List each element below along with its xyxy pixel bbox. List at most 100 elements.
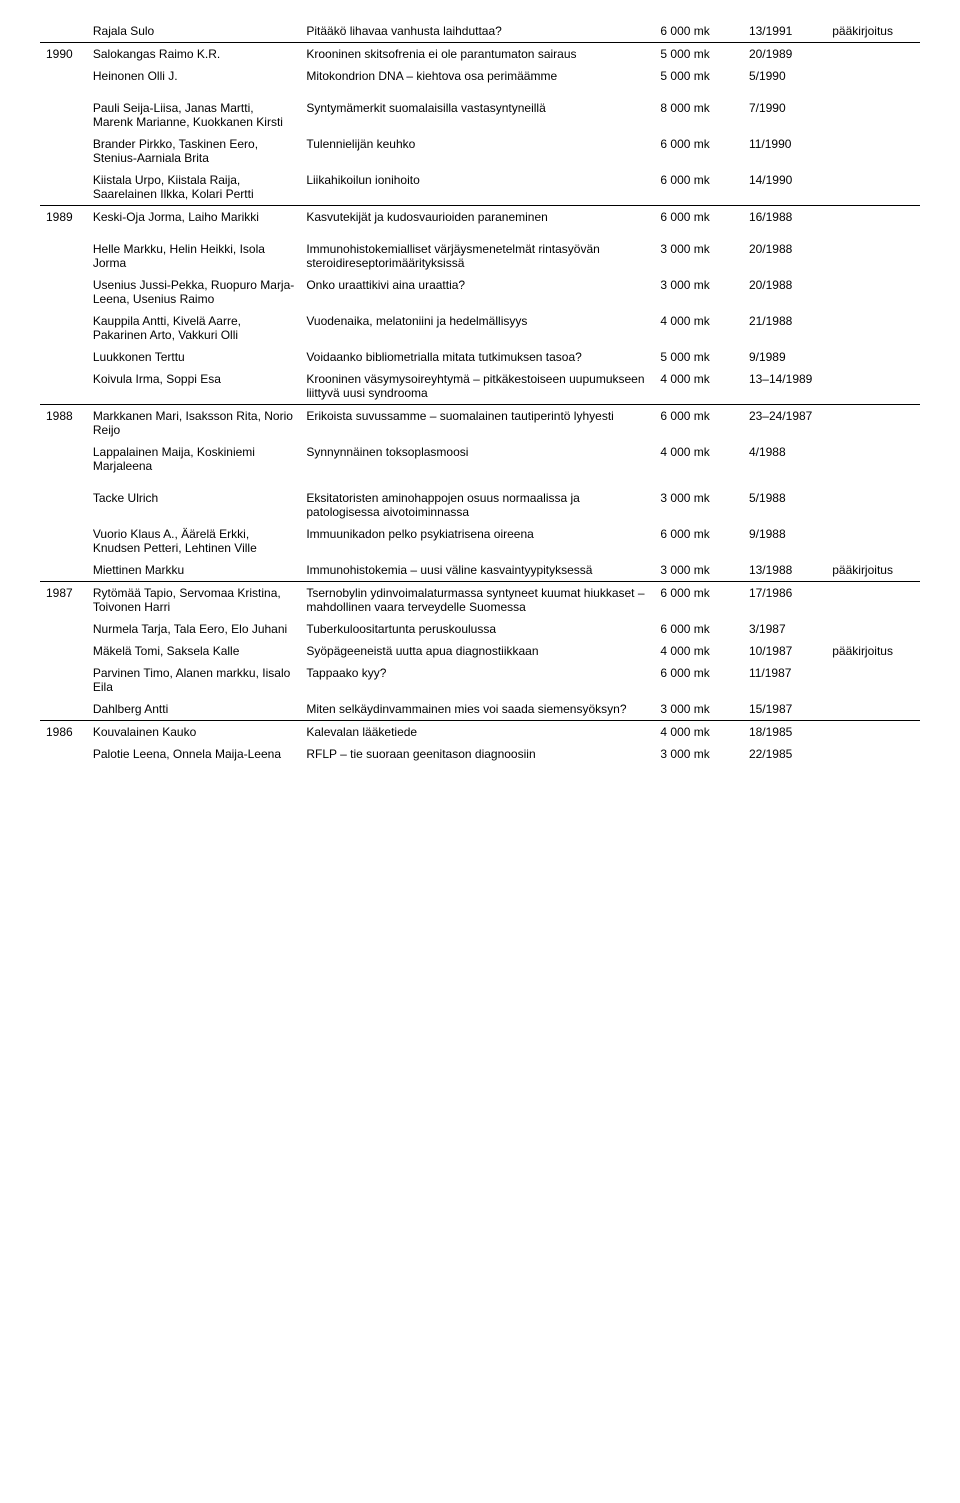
amount-cell: 4 000 mk [654,441,743,477]
year-cell [40,133,87,169]
year-cell [40,20,87,43]
amount-cell: 3 000 mk [654,698,743,721]
author-cell: Kiistala Urpo, Kiistala Raija, Saarelain… [87,169,300,206]
issue-cell: 13/1991 [743,20,826,43]
note-cell [826,43,920,65]
amount-cell: 6 000 mk [654,405,743,441]
issue-cell: 7/1990 [743,97,826,133]
title-cell: Krooninen väsymysoireyhtymä – pitkäkesto… [300,368,654,405]
note-cell [826,698,920,721]
note-cell: pääkirjoitus [826,559,920,582]
table-row: Miettinen MarkkuImmunohistokemia – uusi … [40,559,920,582]
title-cell: Immunohistokemia – uusi väline kasvainty… [300,559,654,582]
note-cell [826,441,920,477]
amount-cell: 6 000 mk [654,618,743,640]
author-cell: Rajala Sulo [87,20,300,43]
year-cell [40,698,87,721]
year-cell [40,523,87,559]
author-cell: Helle Markku, Helin Heikki, Isola Jorma [87,238,300,274]
spacer [40,87,920,97]
author-cell: Lappalainen Maija, Koskiniemi Marjaleena [87,441,300,477]
issue-cell: 11/1990 [743,133,826,169]
year-cell [40,662,87,698]
note-cell [826,274,920,310]
amount-cell: 4 000 mk [654,721,743,743]
amount-cell: 4 000 mk [654,640,743,662]
title-cell: Pitääkö lihavaa vanhusta laihduttaa? [300,20,654,43]
note-cell [826,310,920,346]
table-row: Kauppila Antti, Kivelä Aarre, Pakarinen … [40,310,920,346]
note-cell [826,662,920,698]
year-cell [40,559,87,582]
amount-cell: 4 000 mk [654,310,743,346]
amount-cell: 6 000 mk [654,206,743,228]
issue-cell: 16/1988 [743,206,826,228]
author-cell: Kouvalainen Kauko [87,721,300,743]
author-cell: Tacke Ulrich [87,487,300,523]
title-cell: RFLP – tie suoraan geenitason diagnoosii… [300,743,654,765]
note-cell [826,618,920,640]
title-cell: Onko uraattikivi aina uraattia? [300,274,654,310]
year-cell [40,743,87,765]
table-row: Vuorio Klaus A., Äärelä Erkki, Knudsen P… [40,523,920,559]
issue-cell: 20/1988 [743,274,826,310]
issue-cell: 20/1989 [743,43,826,65]
note-cell [826,582,920,618]
year-cell [40,487,87,523]
spacer [40,228,920,238]
amount-cell: 6 000 mk [654,662,743,698]
author-cell: Usenius Jussi-Pekka, Ruopuro Marja-Leena… [87,274,300,310]
table-row: Nurmela Tarja, Tala Eero, Elo JuhaniTube… [40,618,920,640]
title-cell: Krooninen skitsofrenia ei ole parantumat… [300,43,654,65]
year-cell [40,346,87,368]
issue-cell: 23–24/1987 [743,405,826,441]
amount-cell: 4 000 mk [654,368,743,405]
note-cell [826,97,920,133]
table-row: 1988Markkanen Mari, Isaksson Rita, Norio… [40,405,920,441]
table-row: Palotie Leena, Onnela Maija-LeenaRFLP – … [40,743,920,765]
issue-cell: 22/1985 [743,743,826,765]
issue-cell: 15/1987 [743,698,826,721]
amount-cell: 3 000 mk [654,238,743,274]
title-cell: Miten selkäydinvammainen mies voi saada … [300,698,654,721]
table-row: Mäkelä Tomi, Saksela KalleSyöpägeeneistä… [40,640,920,662]
amount-cell: 5 000 mk [654,346,743,368]
title-cell: Syöpägeeneistä uutta apua diagnostiikkaa… [300,640,654,662]
author-cell: Mäkelä Tomi, Saksela Kalle [87,640,300,662]
author-cell: Parvinen Timo, Alanen markku, Iisalo Eil… [87,662,300,698]
author-cell: Rytömää Tapio, Servomaa Kristina, Toivon… [87,582,300,618]
note-cell [826,238,920,274]
year-cell: 1986 [40,721,87,743]
author-cell: Palotie Leena, Onnela Maija-Leena [87,743,300,765]
amount-cell: 6 000 mk [654,20,743,43]
title-cell: Mitokondrion DNA – kiehtova osa perimääm… [300,65,654,87]
issue-cell: 20/1988 [743,238,826,274]
issue-cell: 17/1986 [743,582,826,618]
author-cell: Pauli Seija-Liisa, Janas Martti, Marenk … [87,97,300,133]
amount-cell: 6 000 mk [654,169,743,206]
author-cell: Kauppila Antti, Kivelä Aarre, Pakarinen … [87,310,300,346]
year-cell: 1990 [40,43,87,65]
amount-cell: 6 000 mk [654,133,743,169]
title-cell: Immunohistokemialliset värjäysmenetelmät… [300,238,654,274]
issue-cell: 11/1987 [743,662,826,698]
amount-cell: 6 000 mk [654,582,743,618]
year-cell [40,310,87,346]
table-row: Tacke UlrichEksitatoristen aminohappojen… [40,487,920,523]
title-cell: Immuunikadon pelko psykiatrisena oireena [300,523,654,559]
author-cell: Nurmela Tarja, Tala Eero, Elo Juhani [87,618,300,640]
note-cell [826,721,920,743]
table-row: Dahlberg AnttiMiten selkäydinvammainen m… [40,698,920,721]
table-row: Koivula Irma, Soppi EsaKrooninen väsymys… [40,368,920,405]
year-cell [40,441,87,477]
title-cell: Erikoista suvussamme – suomalainen tauti… [300,405,654,441]
table-row: 1989Keski-Oja Jorma, Laiho MarikkiKasvut… [40,206,920,228]
note-cell [826,487,920,523]
author-cell: Keski-Oja Jorma, Laiho Marikki [87,206,300,228]
year-cell [40,97,87,133]
table-row: 1987Rytömää Tapio, Servomaa Kristina, To… [40,582,920,618]
year-cell [40,274,87,310]
year-cell: 1988 [40,405,87,441]
title-cell: Eksitatoristen aminohappojen osuus norma… [300,487,654,523]
publications-table: Rajala SuloPitääkö lihavaa vanhusta laih… [40,20,920,765]
